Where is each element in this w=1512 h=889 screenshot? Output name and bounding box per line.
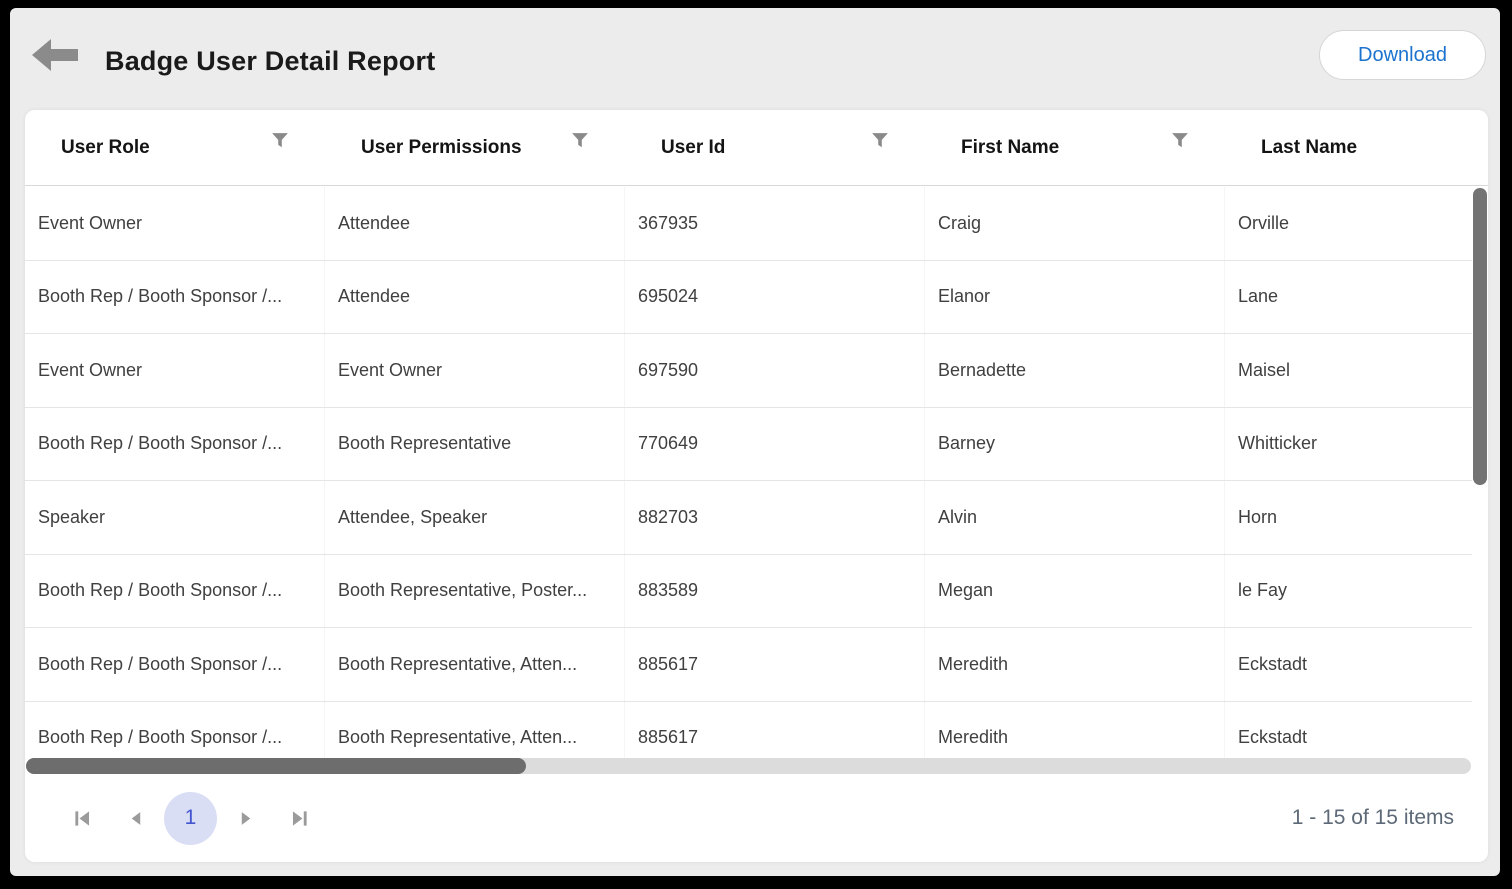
column-header-first-name[interactable]: First Name [925, 110, 1225, 185]
vertical-scrollbar-thumb[interactable] [1473, 188, 1487, 485]
cell-user-permissions: Attendee [325, 187, 625, 260]
cell-user-id: 367935 [625, 187, 925, 260]
arrow-left-icon [32, 39, 78, 71]
cell-user-role: Speaker [25, 481, 325, 554]
cell-first-name: Craig [925, 187, 1225, 260]
table-row: Event Owner Event Owner 697590 Bernadett… [25, 334, 1472, 408]
cell-user-id: 697590 [625, 334, 925, 407]
app-window: Badge User Detail Report Download User R… [10, 8, 1500, 876]
cell-last-name: Horn [1225, 481, 1472, 554]
cell-last-name: le Fay [1225, 555, 1472, 628]
table-row: Event Owner Attendee 367935 Craig Orvill… [25, 187, 1472, 261]
cell-first-name: Megan [925, 554, 1225, 627]
first-page-button[interactable] [55, 791, 109, 845]
pager-info-text: 1 - 15 of 15 items [1291, 806, 1454, 829]
cell-user-role: Event Owner [25, 187, 325, 260]
cell-user-role: Booth Rep / Booth Sponsor /... [25, 407, 325, 480]
page-title: Badge User Detail Report [105, 46, 436, 76]
cell-first-name: Meredith [925, 628, 1225, 701]
column-label: User Permissions [361, 136, 522, 158]
cell-last-name: Eckstadt [1225, 628, 1472, 701]
filter-icon[interactable] [1171, 132, 1189, 150]
cell-first-name: Bernadette [925, 334, 1225, 407]
column-header-user-id[interactable]: User Id [625, 110, 925, 185]
grid-body: Event Owner Attendee 367935 Craig Orvill… [25, 187, 1472, 758]
table-row: Booth Rep / Booth Sponsor /... Attendee … [25, 260, 1472, 334]
cell-user-id: 885617 [625, 628, 925, 701]
cell-last-name: Eckstadt [1225, 702, 1472, 759]
table-row: Booth Rep / Booth Sponsor /... Booth Rep… [25, 554, 1472, 628]
horizontal-scrollbar-thumb[interactable] [26, 758, 526, 774]
next-page-button[interactable] [218, 791, 272, 845]
horizontal-scrollbar[interactable] [26, 758, 1471, 774]
column-label: First Name [961, 136, 1060, 158]
cell-first-name: Alvin [925, 481, 1225, 554]
first-page-icon [74, 810, 89, 826]
last-page-icon [292, 810, 307, 826]
cell-user-id: 883589 [625, 554, 925, 627]
previous-page-button[interactable] [109, 791, 163, 845]
column-header-user-role[interactable]: User Role [25, 110, 325, 185]
vertical-scrollbar[interactable] [1473, 187, 1487, 757]
grid-header-row: User Role User Permissions User Id First… [25, 110, 1488, 186]
cell-first-name: Barney [925, 407, 1225, 480]
cell-first-name: Elanor [925, 260, 1225, 333]
download-button[interactable]: Download [1319, 30, 1486, 80]
column-label: User Id [661, 136, 726, 158]
column-label: User Role [61, 136, 150, 158]
table-row: Booth Rep / Booth Sponsor /... Booth Rep… [25, 407, 1472, 481]
table-row: Speaker Attendee, Speaker 882703 Alvin H… [25, 481, 1472, 555]
cell-user-permissions: Attendee [325, 260, 625, 333]
grid-pager: 1 1 - 15 of 15 items [25, 774, 1488, 862]
cell-user-role: Event Owner [25, 334, 325, 407]
cell-user-permissions: Booth Representative, Atten... [325, 628, 625, 701]
cell-user-id: 770649 [625, 407, 925, 480]
cell-last-name: Orville [1225, 187, 1472, 260]
next-page-icon [241, 811, 250, 825]
filter-icon[interactable] [871, 132, 889, 150]
cell-last-name: Whitticker [1225, 408, 1472, 481]
cell-user-permissions: Booth Representative, Poster... [325, 554, 625, 627]
page-number-button-selected[interactable]: 1 [164, 791, 217, 845]
cell-last-name: Lane [1225, 261, 1472, 334]
cell-user-permissions: Booth Representative, Atten... [325, 701, 625, 758]
column-header-user-permissions[interactable]: User Permissions [325, 110, 625, 185]
back-button[interactable] [30, 38, 80, 74]
column-label: Last Name [1261, 136, 1358, 158]
filter-icon[interactable] [271, 132, 289, 150]
table-row: Booth Rep / Booth Sponsor /... Booth Rep… [25, 701, 1472, 759]
cell-user-permissions: Attendee, Speaker [325, 481, 625, 554]
cell-user-permissions: Booth Representative [325, 407, 625, 480]
last-page-button[interactable] [272, 791, 326, 845]
cell-user-role: Booth Rep / Booth Sponsor /... [25, 554, 325, 627]
cell-last-name: Maisel [1225, 334, 1472, 407]
filter-icon[interactable] [571, 132, 589, 150]
badge-user-grid: User Role User Permissions User Id First… [25, 110, 1488, 862]
cell-user-id: 885617 [625, 701, 925, 758]
cell-user-role: Booth Rep / Booth Sponsor /... [25, 260, 325, 333]
cell-user-role: Booth Rep / Booth Sponsor /... [25, 628, 325, 701]
cell-user-role: Booth Rep / Booth Sponsor /... [25, 701, 325, 758]
cell-user-permissions: Event Owner [325, 334, 625, 407]
cell-first-name: Meredith [925, 701, 1225, 758]
table-row: Booth Rep / Booth Sponsor /... Booth Rep… [25, 628, 1472, 702]
column-header-last-name[interactable]: Last Name [1225, 110, 1488, 185]
previous-page-icon [131, 811, 140, 825]
cell-user-id: 695024 [625, 260, 925, 333]
cell-user-id: 882703 [625, 481, 925, 554]
